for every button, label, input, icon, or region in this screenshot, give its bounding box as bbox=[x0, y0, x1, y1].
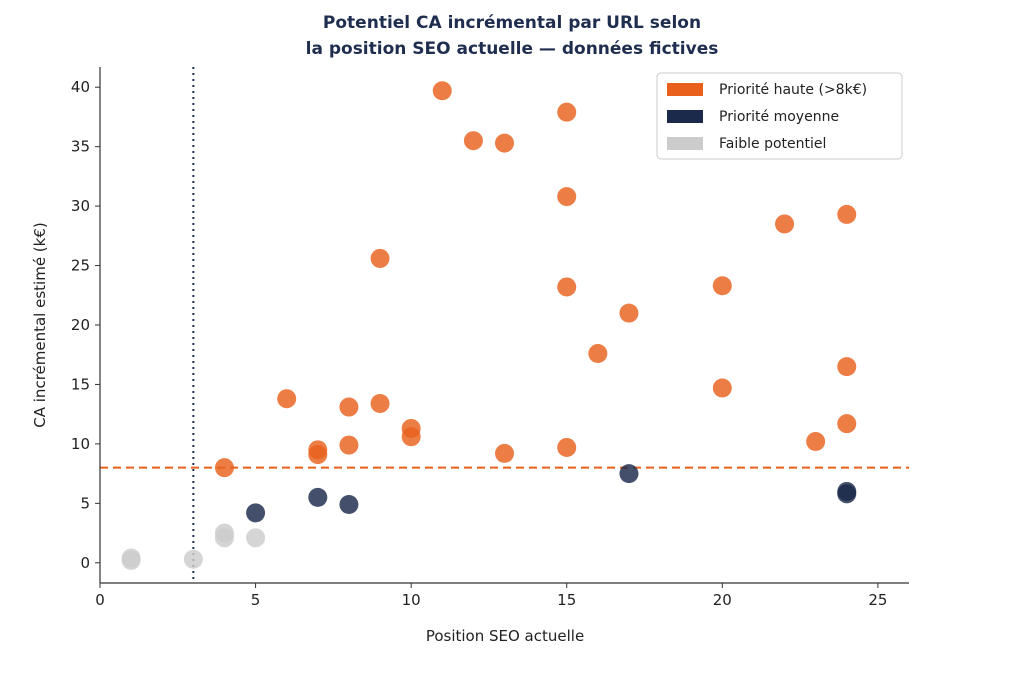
data-point-series-0 bbox=[401, 427, 421, 447]
data-point-series-0 bbox=[712, 276, 732, 296]
data-point-series-0 bbox=[557, 277, 577, 297]
y-axis-label: CA incrémental estimé (k€) bbox=[31, 222, 49, 427]
data-point-series-0 bbox=[495, 133, 514, 153]
legend-swatch bbox=[667, 83, 703, 96]
data-point-series-0 bbox=[339, 397, 359, 417]
legend-swatch bbox=[667, 110, 703, 123]
legend-label: Priorité haute (>8k€) bbox=[719, 82, 867, 98]
x-tick-label: 0 bbox=[95, 591, 105, 609]
data-point-series-0 bbox=[370, 248, 390, 268]
x-tick-label: 15 bbox=[557, 591, 576, 609]
legend-swatch bbox=[667, 137, 703, 150]
y-tick-label: 40 bbox=[71, 78, 90, 96]
data-point-series-0 bbox=[339, 435, 359, 455]
data-point-series-0 bbox=[557, 102, 577, 122]
data-point-series-0 bbox=[308, 445, 328, 465]
y-tick-label: 5 bbox=[80, 494, 90, 512]
y-tick-label: 20 bbox=[71, 316, 90, 334]
chart-title-line-2: la position SEO actuelle — données ficti… bbox=[306, 39, 719, 59]
data-point-series-0 bbox=[775, 214, 795, 234]
data-point-series-0 bbox=[837, 414, 857, 434]
data-point-series-0 bbox=[837, 357, 857, 377]
chart-title-line-1: Potentiel CA incrémental par URL selon bbox=[323, 13, 701, 33]
data-point-series-0 bbox=[557, 187, 577, 207]
y-tick-label: 0 bbox=[80, 554, 90, 572]
data-point-series-0 bbox=[588, 344, 608, 364]
legend-label: Faible potentiel bbox=[719, 136, 826, 152]
data-point-series-1 bbox=[837, 484, 857, 504]
y-tick-label: 30 bbox=[71, 197, 90, 215]
y-tick-label: 35 bbox=[71, 138, 90, 156]
x-tick-label: 20 bbox=[713, 591, 732, 609]
data-point-series-0 bbox=[463, 131, 483, 151]
x-tick-label: 5 bbox=[251, 591, 261, 609]
data-point-series-1 bbox=[246, 503, 266, 523]
data-point-series-1 bbox=[619, 464, 639, 484]
data-point-series-0 bbox=[277, 389, 297, 409]
data-point-series-1 bbox=[308, 487, 328, 507]
data-point-series-0 bbox=[214, 458, 234, 478]
data-point-series-0 bbox=[837, 204, 857, 224]
data-point-series-2 bbox=[246, 528, 266, 548]
data-point-series-0 bbox=[806, 432, 826, 452]
data-point-series-2 bbox=[121, 550, 141, 570]
legend: Priorité haute (>8k€) Priorité moyenne Fai… bbox=[656, 72, 903, 160]
data-point-series-0 bbox=[712, 378, 732, 398]
y-tick-label: 10 bbox=[71, 435, 90, 453]
data-point-series-0 bbox=[557, 437, 577, 457]
y-tick-label: 15 bbox=[71, 375, 90, 393]
data-point-series-0 bbox=[495, 443, 514, 463]
data-point-series-2 bbox=[214, 528, 234, 548]
x-tick-label: 25 bbox=[868, 591, 887, 609]
data-point-series-2 bbox=[183, 549, 203, 569]
x-axis-label: Position SEO actuelle bbox=[426, 627, 584, 645]
data-point-series-1 bbox=[339, 495, 359, 515]
y-tick-label: 25 bbox=[71, 257, 90, 275]
data-point-series-0 bbox=[619, 303, 639, 323]
data-point-series-0 bbox=[370, 393, 390, 413]
data-point-series-0 bbox=[432, 81, 452, 101]
x-tick-label: 10 bbox=[402, 591, 421, 609]
legend-label: Priorité moyenne bbox=[719, 109, 839, 125]
